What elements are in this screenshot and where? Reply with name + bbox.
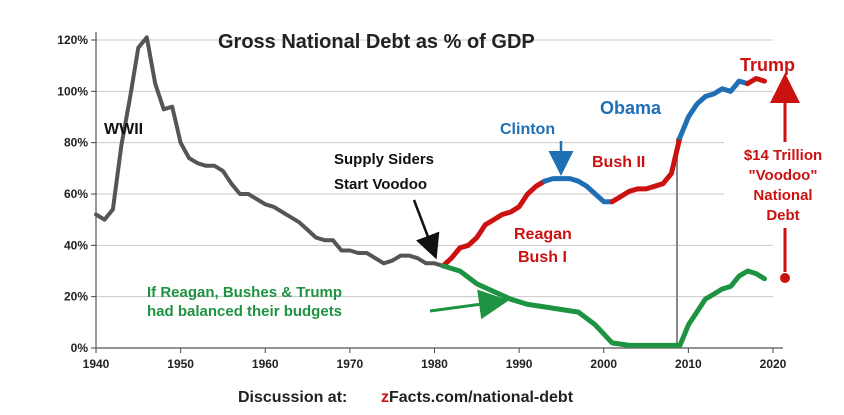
grid-lines <box>96 39 773 298</box>
series-line-6 <box>440 263 767 348</box>
footer-link[interactable]: zFacts.com/national-debt <box>381 389 574 406</box>
series-line-1 <box>440 178 547 269</box>
annotation-bush-i: Bush I <box>518 249 567 266</box>
annotation-start-voodoo: Start Voodoo <box>334 176 427 193</box>
balanced-arrow <box>429 289 509 320</box>
x-tick-label: 1990 <box>506 357 533 371</box>
y-tick-label: 80% <box>64 136 88 150</box>
x-tick-label: 1980 <box>421 357 448 371</box>
y-tick-label: 60% <box>64 187 88 201</box>
footer-link-prefix: z <box>381 389 389 406</box>
annotation-voodoo: "Voodoo" <box>749 167 818 184</box>
series-line-3 <box>609 135 683 205</box>
trump-debt-dot <box>780 273 790 283</box>
x-tick-label: 1960 <box>252 357 279 371</box>
annotation-clinton: Clinton <box>500 121 555 138</box>
x-tick-labels: 1940 1950 1960 1970 1980 1990 2000 2010 2020 <box>83 357 787 371</box>
series-lines <box>94 35 767 348</box>
x-tick-label: 2000 <box>590 357 617 371</box>
series-line-2 <box>542 176 615 205</box>
footer-discussion-label: Discussion at: <box>238 389 347 406</box>
series-line-4 <box>677 78 751 140</box>
debt-label-background <box>724 142 842 228</box>
y-tick-label: 40% <box>64 238 88 252</box>
series-line-0 <box>94 35 445 268</box>
annotation-14-trillion: $14 Trillion <box>744 147 822 164</box>
x-tick-label: 1950 <box>167 357 194 371</box>
chart-title: Gross National Debt as % of GDP <box>218 31 535 53</box>
footer-link-rest: Facts.com/national-debt <box>389 389 574 406</box>
annotation-national: National <box>753 187 812 204</box>
annotation-bush-ii: Bush II <box>592 154 645 171</box>
annotation-balanced-line1: If Reagan, Bushes & Trump <box>147 284 342 301</box>
y-tick-label: 120% <box>57 33 88 47</box>
y-tick-label: 0% <box>71 341 89 355</box>
series-line-5 <box>745 76 767 87</box>
y-tick-label: 20% <box>64 290 88 304</box>
axes <box>91 32 783 353</box>
annotation-wwii: WWII <box>104 121 143 138</box>
x-tick-label: 1970 <box>337 357 364 371</box>
annotation-supply-siders: Supply Siders <box>334 151 434 168</box>
supply-siders-arrow <box>412 199 440 260</box>
annotation-reagan: Reagan <box>514 226 572 243</box>
x-tick-label: 2020 <box>760 357 787 371</box>
y-tick-label: 100% <box>57 84 88 98</box>
annotation-debt: Debt <box>766 207 799 224</box>
y-tick-labels: 0% 20% 40% 60% 80% 100% 120% <box>57 33 88 355</box>
x-tick-label: 1940 <box>83 357 110 371</box>
x-tick-label: 2010 <box>675 357 702 371</box>
annotation-obama: Obama <box>600 98 662 118</box>
annotation-balanced-line2: had balanced their budgets <box>147 303 342 320</box>
annotation-trump: Trump <box>740 55 795 75</box>
